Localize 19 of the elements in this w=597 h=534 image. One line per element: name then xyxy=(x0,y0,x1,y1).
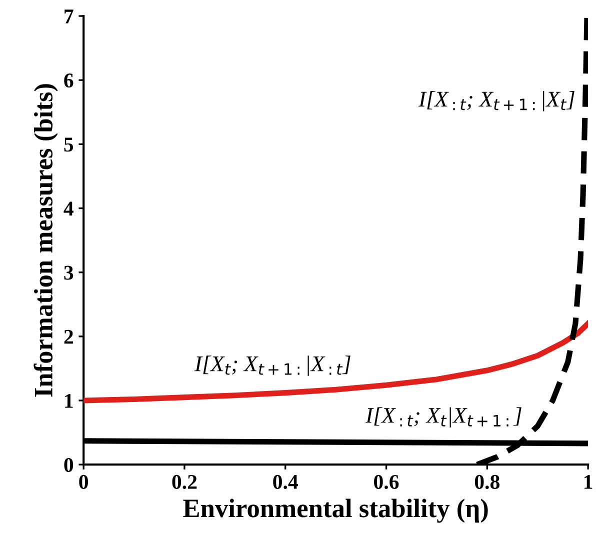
x-tick-label: 0.4 xyxy=(273,474,298,490)
y-tick-label: 0 xyxy=(64,458,74,472)
y-tick-label: 1 xyxy=(65,394,73,408)
x-tick-label: 1 xyxy=(584,475,592,489)
annotation: I[X$_{:t}$; X$_{t+1:}$|X$_{t}$] xyxy=(418,91,574,112)
y-tick-label: 2 xyxy=(64,330,73,344)
annotation: I[X$_{:t}$; X$_{t}$|X$_{t+1:}$] xyxy=(365,407,522,428)
x-tick-label: 0.6 xyxy=(374,474,399,490)
y-tick-label: 4 xyxy=(64,202,74,216)
x-tick-label: 0.2 xyxy=(172,474,197,490)
y-tick-label: 7 xyxy=(64,10,74,24)
x-tick-label: 0 xyxy=(79,474,88,489)
y-tick-label: 5 xyxy=(64,138,74,152)
y-tick-label: 3 xyxy=(64,266,74,280)
x-tick-label: 0.8 xyxy=(474,474,500,490)
x-axis-title: Environmental stability (η) xyxy=(183,498,488,523)
y-tick-label: 6 xyxy=(64,74,74,88)
y-axis-title: Information measures (bits) xyxy=(34,84,58,397)
annotation: I[X$_{t}$; X$_{t+1:}$|X$_{:t}$] xyxy=(194,356,350,376)
